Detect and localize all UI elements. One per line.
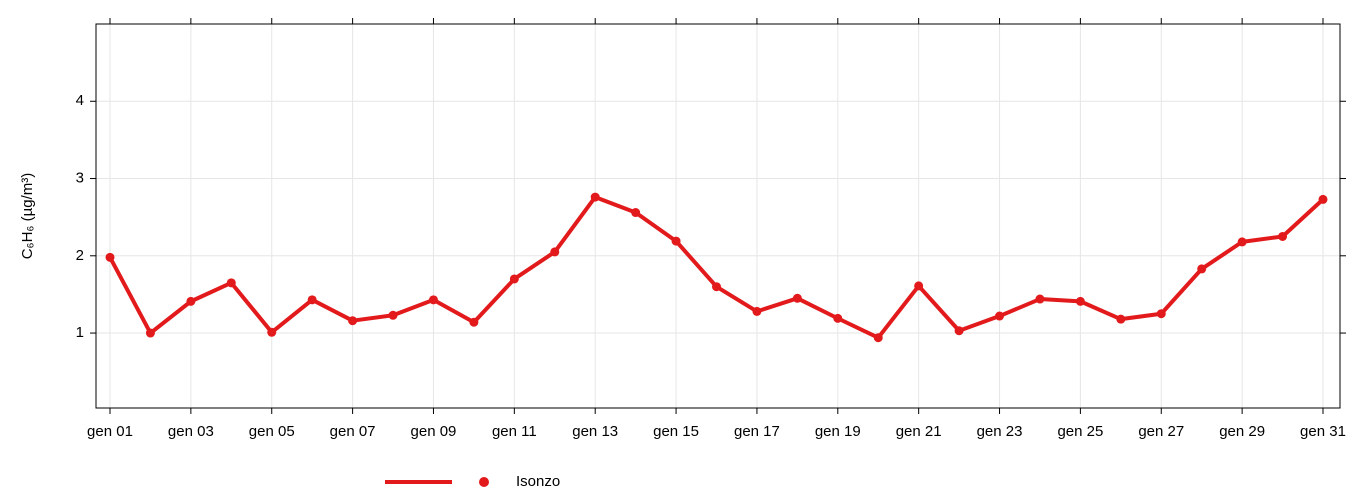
data-point: [1237, 237, 1247, 247]
data-line: [108, 195, 1325, 340]
data-point: [752, 306, 762, 316]
data-point: [712, 282, 721, 292]
data-point: [307, 295, 317, 305]
y-axis-label: C₆H₆ (µg/m³): [19, 173, 36, 260]
y-tick-label: 1: [76, 324, 84, 341]
x-tick-label: gen 01: [87, 423, 133, 440]
x-tick-label: gen 07: [330, 423, 376, 440]
data-point: [145, 328, 155, 338]
data-point: [995, 311, 1005, 321]
data-point: [469, 317, 479, 327]
data-point: [226, 278, 236, 288]
data-point: [186, 296, 196, 306]
y-tick-label: 2: [76, 247, 84, 264]
x-tick-label: gen 15: [653, 423, 699, 440]
data-point: [1156, 309, 1166, 319]
x-tick-label: gen 19: [815, 423, 861, 440]
data-point: [1075, 296, 1085, 306]
data-point: [550, 247, 560, 257]
data-point: [631, 208, 641, 218]
y-tick-label: 4: [76, 92, 84, 109]
x-tick-label: gen 29: [1219, 423, 1265, 440]
x-tick-label: gen 27: [1138, 423, 1184, 440]
x-tick-label: gen 31: [1300, 423, 1346, 440]
x-tick-label: gen 11: [492, 423, 537, 440]
data-point: [1278, 231, 1288, 241]
data-point: [954, 326, 964, 336]
data-point: [833, 313, 843, 323]
data-point: [428, 295, 438, 305]
data-point: [1197, 264, 1207, 274]
plot-frame: [95, 23, 1341, 409]
x-tick-label: gen 21: [896, 423, 942, 440]
data-point: [388, 310, 398, 320]
data-point: [1116, 314, 1126, 324]
x-tick-label: gen 23: [977, 423, 1023, 440]
data-point: [348, 316, 358, 326]
x-tick-label: gen 09: [411, 423, 457, 440]
data-point: [1318, 194, 1328, 204]
data-point: [914, 281, 924, 291]
y-tick-label: 3: [76, 169, 84, 186]
x-tick-label: gen 25: [1057, 423, 1103, 440]
data-point: [267, 327, 277, 337]
legend-marker: [479, 477, 489, 487]
data-point: [590, 192, 600, 202]
data-point: [873, 333, 883, 343]
data-point: [105, 252, 115, 262]
x-tick-label: gen 17: [734, 423, 780, 440]
x-tick-label: gen 03: [168, 423, 214, 440]
data-point: [509, 274, 519, 284]
data-point: [792, 293, 802, 303]
legend-label: Isonzo: [516, 473, 560, 488]
x-tick-label: gen 05: [249, 423, 295, 440]
data-point: [671, 236, 681, 246]
x-tick-label: gen 13: [572, 423, 618, 440]
data-point: [1035, 294, 1045, 304]
